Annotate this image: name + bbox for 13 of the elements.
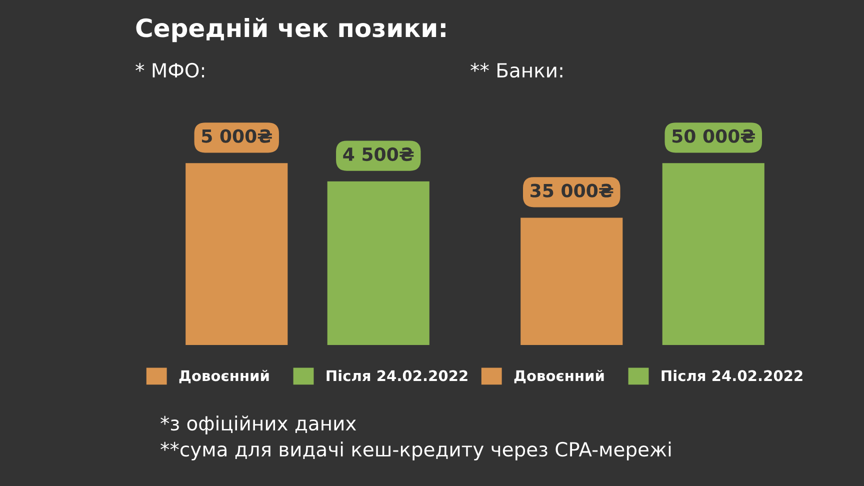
legend-label: Довоєнний: [179, 370, 269, 384]
data-label: 35 000₴: [530, 184, 614, 198]
text: *з офіційних даних: [160, 416, 356, 434]
chart-title: Середній чек позики:: [136, 18, 446, 42]
data-label: 4 500₴: [343, 147, 414, 162]
data-label: 50 000₴: [672, 129, 755, 143]
legend-label: Після 24.02.2022: [326, 370, 468, 382]
chart-subtitle: ** Банки:: [470, 62, 562, 78]
text: **сума для видачі кеш-кредиту через CPA-мережі: [160, 442, 671, 460]
chart-subtitle: * МФО:: [136, 62, 204, 78]
legend-label: Після 24.02.2022: [662, 370, 802, 382]
data-label: 5 000₴: [202, 129, 272, 143]
series-label: Довоєнний: [514, 370, 604, 384]
